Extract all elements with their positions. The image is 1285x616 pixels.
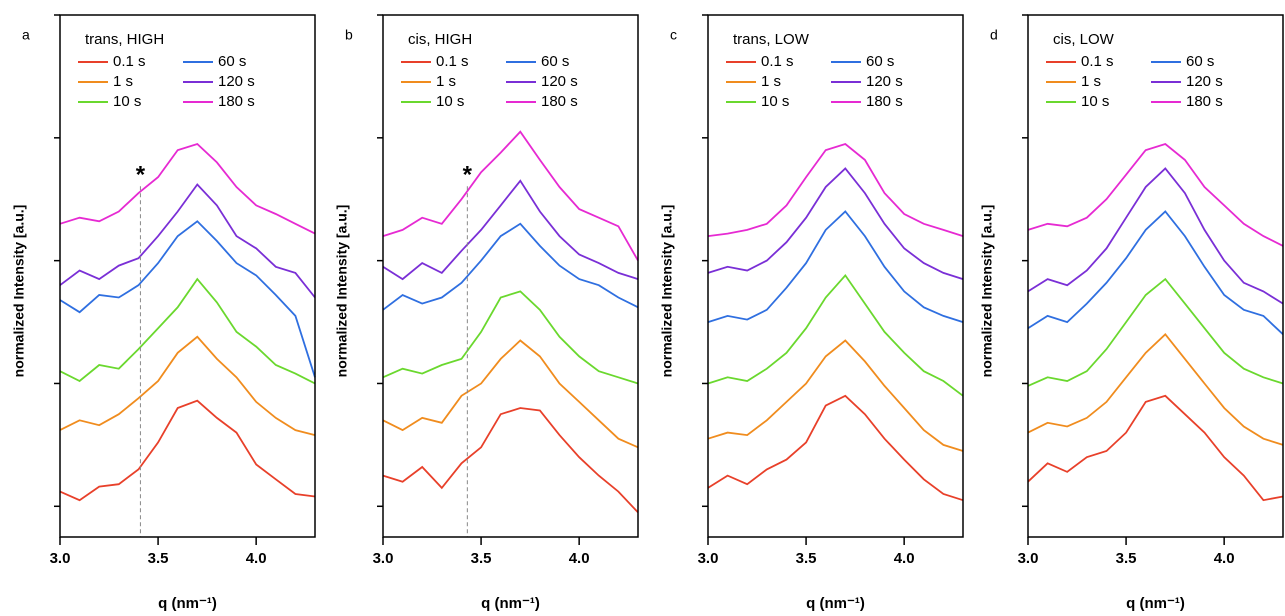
- series-line: [382, 130, 639, 262]
- legend-label: 1 s: [1081, 73, 1101, 90]
- series-line: [59, 277, 316, 385]
- series-line: [707, 273, 964, 397]
- y-axis-label: normalized Intensity [a.u.]: [979, 205, 995, 378]
- series-line: [1027, 142, 1284, 247]
- annotation: *: [463, 162, 473, 189]
- legend-label: 60 s: [1186, 53, 1214, 70]
- series-line: [382, 290, 639, 385]
- legend-label: 0.1 s: [436, 53, 469, 70]
- x-tick-label: 3.0: [1018, 550, 1039, 567]
- legend-label: 120 s: [1186, 73, 1223, 90]
- x-tick-label: 3.0: [698, 550, 719, 567]
- series-line: [707, 339, 964, 452]
- x-tick-label: 3.0: [373, 550, 394, 567]
- series-line: [1027, 167, 1284, 305]
- legend-label: 180 s: [541, 93, 578, 110]
- series-line: [382, 407, 639, 514]
- series-line: [1027, 332, 1284, 446]
- plot-frame: [707, 14, 964, 538]
- legend-label: 1 s: [113, 73, 133, 90]
- x-tick-label: 3.5: [796, 550, 817, 567]
- plot-frame: [382, 14, 639, 538]
- x-tick-label: 4.0: [894, 550, 915, 567]
- x-axis-label: q (nm⁻¹): [481, 595, 540, 612]
- y-axis-label: normalized Intensity [a.u.]: [659, 205, 675, 378]
- panel-label: c: [670, 27, 677, 43]
- legend-title: trans, LOW: [733, 31, 810, 48]
- legend-label: 0.1 s: [1081, 53, 1114, 70]
- x-tick-label: 4.0: [569, 550, 590, 567]
- x-tick-label: 4.0: [246, 550, 267, 567]
- legend-label: 10 s: [1081, 93, 1109, 110]
- series-line: [59, 335, 316, 436]
- series-line: [707, 167, 964, 280]
- panel-label: a: [22, 27, 30, 43]
- series-line: [707, 142, 964, 237]
- legend-title: trans, HIGH: [85, 31, 164, 48]
- x-tick-label: 3.5: [1116, 550, 1137, 567]
- panel-label: d: [990, 27, 998, 43]
- panel-label: b: [345, 27, 353, 43]
- annotation: *: [136, 162, 146, 189]
- x-tick-label: 3.5: [148, 550, 169, 567]
- legend-label: 1 s: [436, 73, 456, 90]
- x-tick-label: 4.0: [1214, 550, 1235, 567]
- plot-frame: [1027, 14, 1284, 538]
- x-axis-label: q (nm⁻¹): [806, 595, 865, 612]
- legend-label: 180 s: [1186, 93, 1223, 110]
- series-line: [1027, 277, 1284, 387]
- series-line: [59, 220, 316, 378]
- y-axis-label: normalized Intensity [a.u.]: [334, 205, 350, 378]
- legend-label: 0.1 s: [761, 53, 794, 70]
- legend-label: 60 s: [866, 53, 894, 70]
- legend-label: 180 s: [866, 93, 903, 110]
- plot-frame: [59, 14, 316, 538]
- y-axis-label: normalized Intensity [a.u.]: [11, 205, 27, 378]
- legend-label: 120 s: [541, 73, 578, 90]
- series-line: [1027, 394, 1284, 502]
- series-line: [707, 394, 964, 502]
- x-tick-label: 3.0: [50, 550, 71, 567]
- legend-label: 180 s: [218, 93, 255, 110]
- legend-label: 60 s: [218, 53, 246, 70]
- series-line: [382, 179, 639, 281]
- x-tick-label: 3.5: [471, 550, 492, 567]
- legend-label: 120 s: [866, 73, 903, 90]
- legend-label: 1 s: [761, 73, 781, 90]
- series-line: [382, 222, 639, 311]
- legend-title: cis, LOW: [1053, 31, 1115, 48]
- series-line: [707, 210, 964, 323]
- series-line: [382, 339, 639, 449]
- legend-label: 10 s: [436, 93, 464, 110]
- legend-label: 0.1 s: [113, 53, 146, 70]
- legend-label: 10 s: [761, 93, 789, 110]
- series-line: [1027, 210, 1284, 335]
- legend-label: 10 s: [113, 93, 141, 110]
- legend-label: 60 s: [541, 53, 569, 70]
- series-line: [59, 142, 316, 235]
- x-axis-label: q (nm⁻¹): [1126, 595, 1185, 612]
- series-line: [59, 183, 316, 299]
- legend-title: cis, HIGH: [408, 31, 472, 48]
- x-axis-label: q (nm⁻¹): [158, 595, 217, 612]
- series-line: [59, 399, 316, 502]
- legend-label: 120 s: [218, 73, 255, 90]
